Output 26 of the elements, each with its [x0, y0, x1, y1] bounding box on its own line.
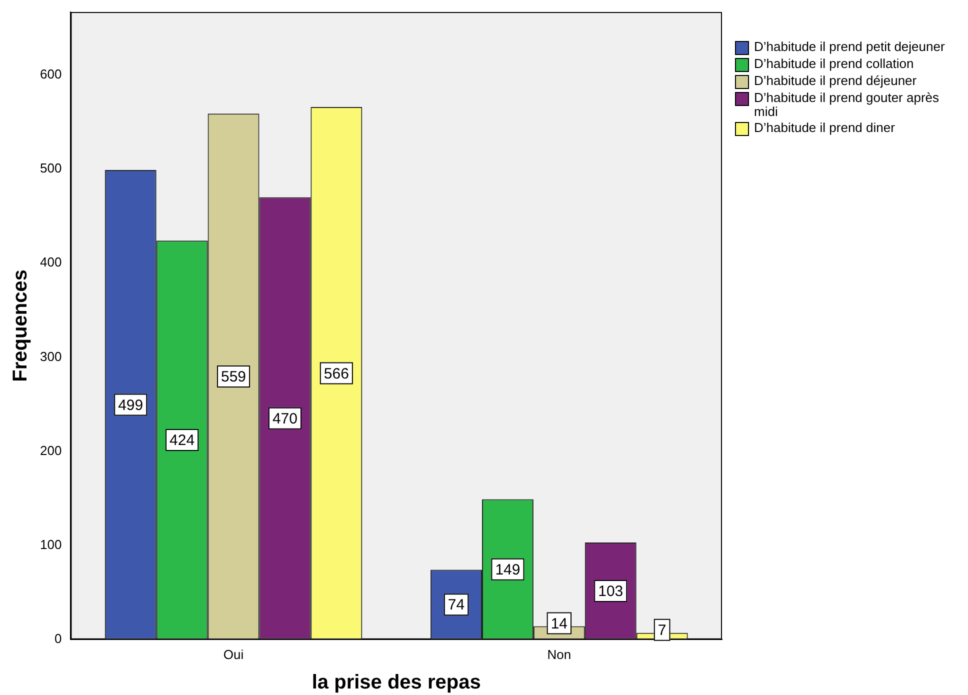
- data-label: 14: [550, 615, 568, 632]
- data-label: 7: [658, 622, 666, 639]
- y-tick-label: 200: [40, 442, 62, 458]
- data-label: 103: [598, 583, 624, 600]
- y-tick-label: 0: [54, 630, 62, 646]
- legend-label: D’habitude il prend gouter après midi: [754, 90, 940, 119]
- y-axis-title: Frequences: [10, 270, 32, 382]
- y-tick-label: 300: [40, 348, 62, 364]
- data-label: 499: [118, 396, 144, 414]
- data-label: 566: [324, 365, 349, 382]
- data-label: 470: [272, 410, 298, 428]
- x-tick-label: Non: [547, 646, 572, 662]
- data-label: 149: [495, 561, 520, 578]
- data-label: 424: [170, 432, 195, 450]
- legend-label: D’habitude il prend petit dejeuner: [754, 39, 945, 54]
- data-label: 74: [448, 596, 465, 614]
- x-axis-title: la prise des repas: [312, 672, 481, 694]
- legend-label: D’habitude il prend déjeuner: [754, 73, 917, 88]
- y-tick-label: 100: [40, 536, 62, 552]
- data-label: 559: [221, 368, 246, 386]
- x-tick-label: Oui: [223, 646, 244, 662]
- legend-label: D’habitude il prend diner: [754, 120, 895, 135]
- legend-label: D’habitude il prend collation: [754, 56, 914, 71]
- y-tick-label: 600: [40, 66, 62, 82]
- y-tick-label: 500: [40, 160, 62, 176]
- y-tick-label: 400: [40, 254, 62, 270]
